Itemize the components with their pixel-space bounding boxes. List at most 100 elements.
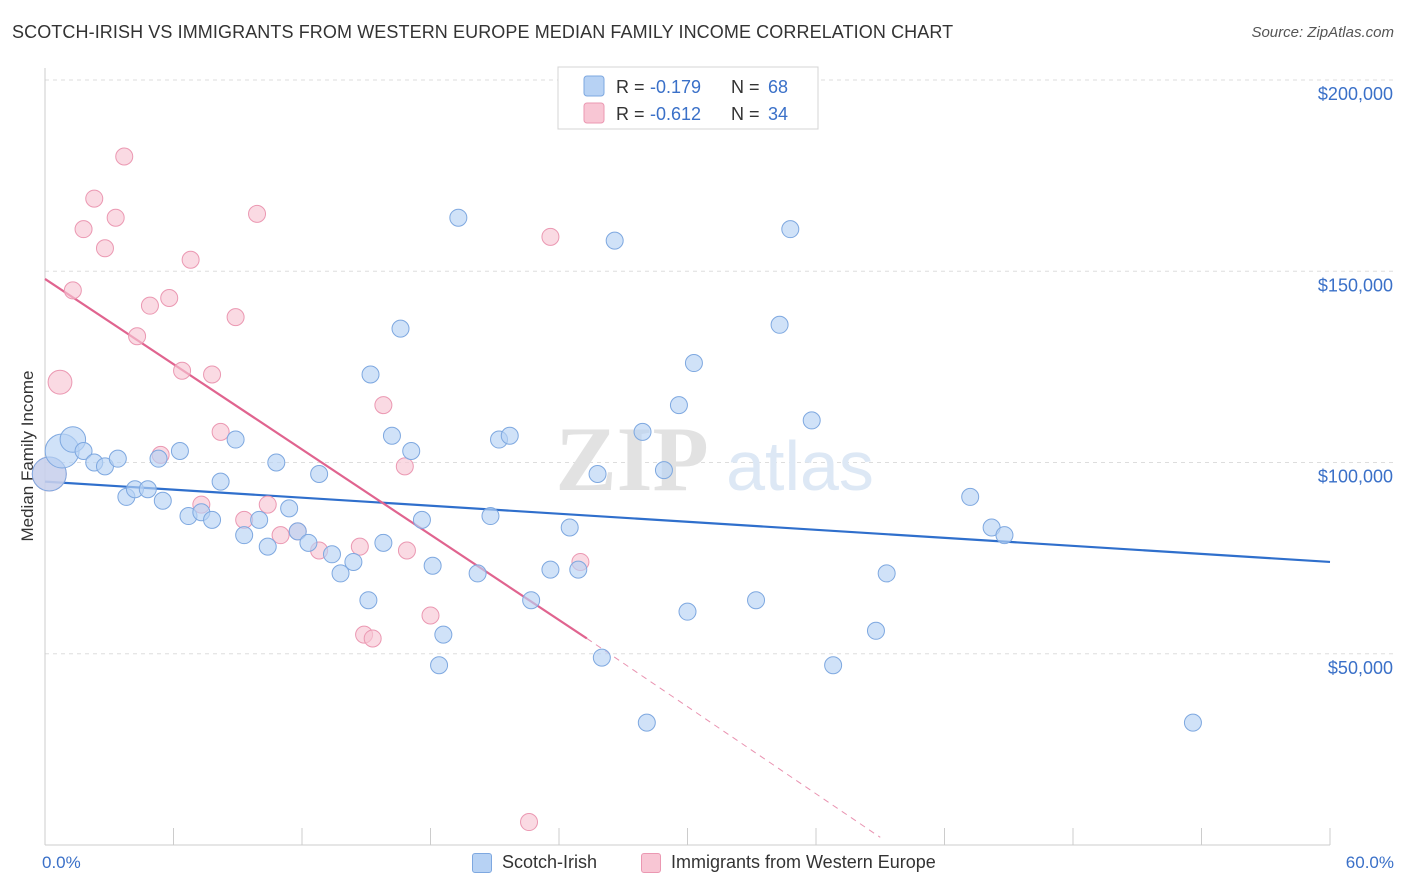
- point-scotch-irish: [569, 560, 588, 579]
- point-scotch-irish: [423, 556, 442, 575]
- point-scotch-irish: [203, 510, 222, 529]
- axes: [44, 68, 1331, 846]
- legend-n-label: N =: [731, 77, 760, 97]
- legend-item-western-europe: Immigrants from Western Europe: [641, 852, 936, 873]
- point-western-europe: [181, 250, 200, 269]
- point-scotch-irish: [747, 591, 766, 610]
- legend-swatch-pink: [641, 852, 661, 873]
- point-scotch-irish: [802, 411, 821, 430]
- point-western-europe: [74, 220, 93, 239]
- point-western-europe: [350, 537, 369, 556]
- legend-swatch-pink: [583, 102, 605, 124]
- legend-swatch-blue: [583, 75, 605, 97]
- point-scotch-irish: [322, 545, 341, 564]
- legend-item-scotch-irish: Scotch-Irish: [472, 852, 597, 873]
- point-western-europe: [128, 327, 147, 346]
- point-western-europe: [115, 147, 134, 166]
- watermark: ZIP atlas: [555, 408, 874, 510]
- point-scotch-irish: [961, 487, 980, 506]
- watermark-zip: ZIP: [555, 408, 708, 510]
- point-western-europe: [211, 422, 230, 441]
- point-scotch-irish: [995, 526, 1014, 545]
- point-scotch-irish: [412, 510, 431, 529]
- point-western-europe: [395, 457, 414, 476]
- point-western-europe: [520, 813, 539, 832]
- point-western-europe: [95, 239, 114, 258]
- point-western-europe: [374, 396, 393, 415]
- point-scotch-irish: [522, 591, 541, 610]
- point-scotch-irish: [684, 354, 703, 373]
- legend-label-scotch-irish: Scotch-Irish: [502, 852, 598, 872]
- point-scotch-irish: [235, 526, 254, 545]
- point-scotch-irish: [170, 442, 189, 461]
- point-western-europe: [63, 281, 82, 300]
- bottom-legend: Scotch-Irish Immigrants from Western Eur…: [0, 852, 1406, 878]
- point-scotch-irish: [430, 656, 449, 675]
- trend-line-extension: [586, 638, 881, 838]
- point-scotch-irish: [654, 461, 673, 480]
- point-scotch-irish: [391, 319, 410, 338]
- point-scotch-irish: [153, 491, 172, 510]
- point-scotch-irish: [108, 449, 127, 468]
- point-scotch-irish: [633, 422, 652, 441]
- point-western-europe: [85, 189, 104, 208]
- legend-r-label: R =: [616, 77, 645, 97]
- point-scotch-irish: [1183, 713, 1202, 732]
- trend-line-scotch-irish: [44, 480, 1331, 564]
- point-scotch-irish: [374, 533, 393, 552]
- point-scotch-irish: [149, 449, 168, 468]
- point-scotch-irish: [288, 522, 307, 541]
- point-scotch-irish: [280, 499, 299, 518]
- point-scotch-irish: [481, 507, 500, 526]
- x-axis-max-label: 60.0%: [1345, 853, 1394, 872]
- point-western-europe: [235, 510, 254, 529]
- point-western-europe: [47, 369, 73, 395]
- legend-n-value: 68: [768, 77, 788, 97]
- point-scotch-irish: [824, 656, 843, 675]
- point-scotch-irish: [500, 426, 519, 445]
- point-western-europe: [363, 629, 382, 648]
- point-scotch-irish: [678, 602, 697, 621]
- point-scotch-irish: [299, 533, 318, 552]
- legend-swatch-blue: [472, 852, 492, 873]
- point-western-europe: [140, 296, 159, 315]
- point-scotch-irish: [449, 208, 468, 227]
- point-western-europe: [248, 204, 267, 223]
- legend-n-label: N =: [731, 104, 760, 124]
- y-tick-label: $150,000: [1318, 275, 1393, 295]
- point-scotch-irish: [402, 442, 421, 461]
- gridlines: [45, 79, 1395, 655]
- point-scotch-irish: [359, 591, 378, 610]
- point-scotch-irish: [866, 621, 885, 640]
- point-scotch-irish: [468, 564, 487, 583]
- y-tick-label: $200,000: [1318, 84, 1393, 104]
- point-western-europe: [203, 365, 222, 384]
- point-western-europe: [258, 495, 277, 514]
- point-western-europe: [160, 289, 179, 308]
- point-scotch-irish: [434, 625, 453, 644]
- legend-r-value: -0.179: [650, 77, 701, 97]
- x-axis-min-label: 0.0%: [42, 853, 81, 872]
- point-scotch-irish: [605, 231, 624, 250]
- point-western-europe: [173, 361, 192, 380]
- watermark-atlas: atlas: [726, 427, 874, 505]
- chart-title: SCOTCH-IRISH VS IMMIGRANTS FROM WESTERN …: [12, 22, 954, 42]
- legend-r-value: -0.612: [650, 104, 701, 124]
- point-scotch-irish: [211, 472, 230, 491]
- point-scotch-irish: [361, 365, 380, 384]
- point-western-europe: [271, 526, 290, 545]
- point-scotch-irish: [877, 564, 896, 583]
- point-scotch-irish: [637, 713, 656, 732]
- legend: R = -0.179 N = 68 R = -0.612 N = 34: [557, 66, 819, 130]
- point-scotch-irish: [560, 518, 579, 537]
- point-western-europe: [226, 308, 245, 327]
- legend-label-western-europe: Immigrants from Western Europe: [671, 852, 936, 872]
- point-scotch-irish: [267, 453, 286, 472]
- point-scotch-irish: [310, 464, 329, 483]
- point-western-europe: [397, 541, 416, 560]
- point-scotch-irish: [781, 220, 800, 239]
- point-scotch-irish: [226, 430, 245, 449]
- point-scotch-irish: [541, 560, 560, 579]
- point-scotch-irish: [138, 480, 157, 499]
